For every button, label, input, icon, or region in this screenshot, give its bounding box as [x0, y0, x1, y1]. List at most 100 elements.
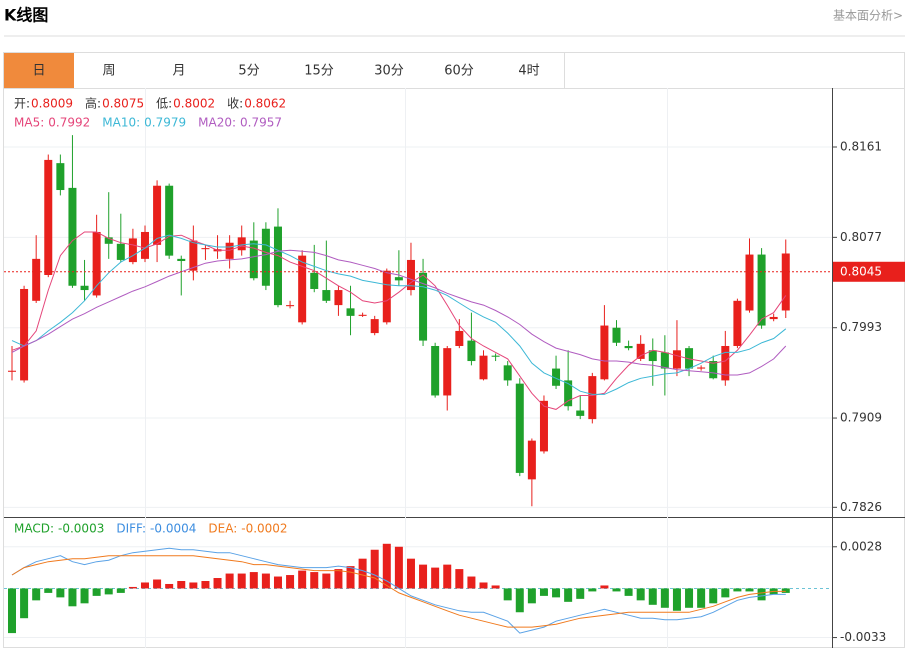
tab-bg[interactable] — [494, 53, 564, 88]
candle-body — [709, 361, 718, 379]
tab-label[interactable]: 60分 — [444, 64, 474, 79]
candle-body — [322, 290, 331, 301]
y-tick-label: 0.8077 — [840, 230, 882, 244]
candle-body — [310, 272, 319, 289]
legend-label: 收: — [227, 97, 243, 111]
macd-bar — [552, 588, 561, 598]
macd-bar — [600, 585, 609, 589]
candle-body — [286, 305, 295, 307]
candle-body — [503, 365, 512, 381]
tab-bg[interactable] — [144, 53, 214, 88]
macd-bar — [406, 558, 415, 589]
candle-body — [370, 319, 379, 334]
macd-bar — [370, 549, 379, 589]
candle-body — [612, 327, 621, 343]
candle-body — [249, 240, 258, 279]
ma-line — [11, 231, 787, 410]
candle-body — [721, 345, 730, 381]
macd-bar — [140, 582, 149, 589]
macd-bar — [709, 588, 718, 604]
legend-label: DIFF: — [116, 522, 146, 536]
legend-label: MA5: — [14, 116, 44, 130]
macd-bar — [116, 588, 125, 593]
macd-bar — [177, 581, 186, 589]
tab-label[interactable]: 日 — [32, 64, 45, 79]
macd-bar — [286, 575, 295, 589]
tab-label[interactable]: 30分 — [374, 64, 404, 79]
candle-body — [588, 376, 597, 420]
last-price-label: 0.8045 — [840, 264, 882, 278]
macd-bar — [576, 588, 585, 599]
tab-bg[interactable] — [74, 53, 144, 88]
macd-bar — [80, 588, 89, 604]
macd-bar — [733, 588, 742, 592]
tab-bg[interactable] — [354, 53, 424, 88]
tab-label[interactable]: 月 — [172, 64, 185, 79]
fundamental-link[interactable]: 基本面分析> — [833, 9, 903, 23]
legend-label: 高: — [85, 96, 101, 111]
candle-body — [419, 272, 428, 341]
tab-label[interactable]: 15分 — [304, 64, 334, 79]
macd-bar — [128, 586, 137, 589]
legend-label: 开: — [14, 97, 30, 111]
candle-body — [467, 340, 476, 362]
macd-bar — [322, 573, 331, 589]
legend-value: 0.8009 — [31, 97, 73, 111]
macd-bar — [479, 582, 488, 589]
macd-bar — [419, 564, 428, 589]
macd-bar — [225, 573, 234, 589]
candle-body — [491, 355, 500, 357]
tab-bg[interactable] — [214, 53, 284, 88]
candle-body — [177, 258, 186, 262]
candle-body — [8, 370, 16, 372]
candle-body — [298, 255, 307, 323]
legend-value: 0.8002 — [173, 97, 215, 111]
candle-body — [672, 350, 681, 369]
candle-body — [576, 410, 585, 416]
candle-body — [116, 243, 125, 260]
macd-bar — [467, 576, 476, 589]
macd-bar — [56, 588, 65, 598]
candle-body — [261, 228, 270, 286]
tab-bg[interactable] — [424, 53, 494, 88]
macd-bar — [515, 588, 524, 613]
candle-body — [685, 348, 694, 369]
candle-body — [68, 187, 77, 286]
tab-label[interactable]: 5分 — [238, 64, 259, 79]
chart-frame — [3, 52, 905, 648]
macd-bar — [455, 569, 464, 589]
macd-bar — [527, 588, 536, 604]
macd-bar — [20, 588, 29, 619]
macd-bar — [249, 572, 258, 589]
macd-bar — [261, 573, 270, 589]
candle-body — [32, 258, 41, 301]
macd-bar — [201, 581, 210, 589]
macd-bar — [648, 588, 657, 605]
macd-bar — [672, 588, 681, 611]
candle-body — [80, 285, 89, 291]
candle-body — [358, 314, 367, 316]
tab-bg[interactable] — [4, 53, 74, 88]
candle-body — [394, 277, 403, 281]
tab-label[interactable]: 4时 — [518, 64, 539, 79]
macd-bar — [213, 578, 222, 589]
last-price-box — [833, 261, 905, 282]
macd-bar — [8, 588, 16, 634]
macd-bar — [721, 588, 730, 598]
macd-bar — [165, 583, 174, 589]
candle-body — [92, 231, 101, 296]
macd-bar — [491, 585, 500, 589]
legend-value: 0.7992 — [48, 116, 90, 130]
legend-value: 0.8062 — [244, 97, 286, 111]
y-tick-label: 0.7993 — [840, 320, 882, 334]
legend-value: 0.7957 — [240, 116, 282, 130]
candle-body — [745, 254, 754, 311]
tab-bg[interactable] — [284, 53, 354, 88]
candle-body — [624, 345, 633, 349]
macd-bar — [781, 588, 790, 593]
candle-body — [346, 308, 355, 316]
y-tick-label: 0.8161 — [840, 140, 882, 154]
tab-label[interactable]: 周 — [102, 64, 115, 79]
candle-body — [273, 226, 282, 306]
candle-body — [56, 163, 65, 191]
